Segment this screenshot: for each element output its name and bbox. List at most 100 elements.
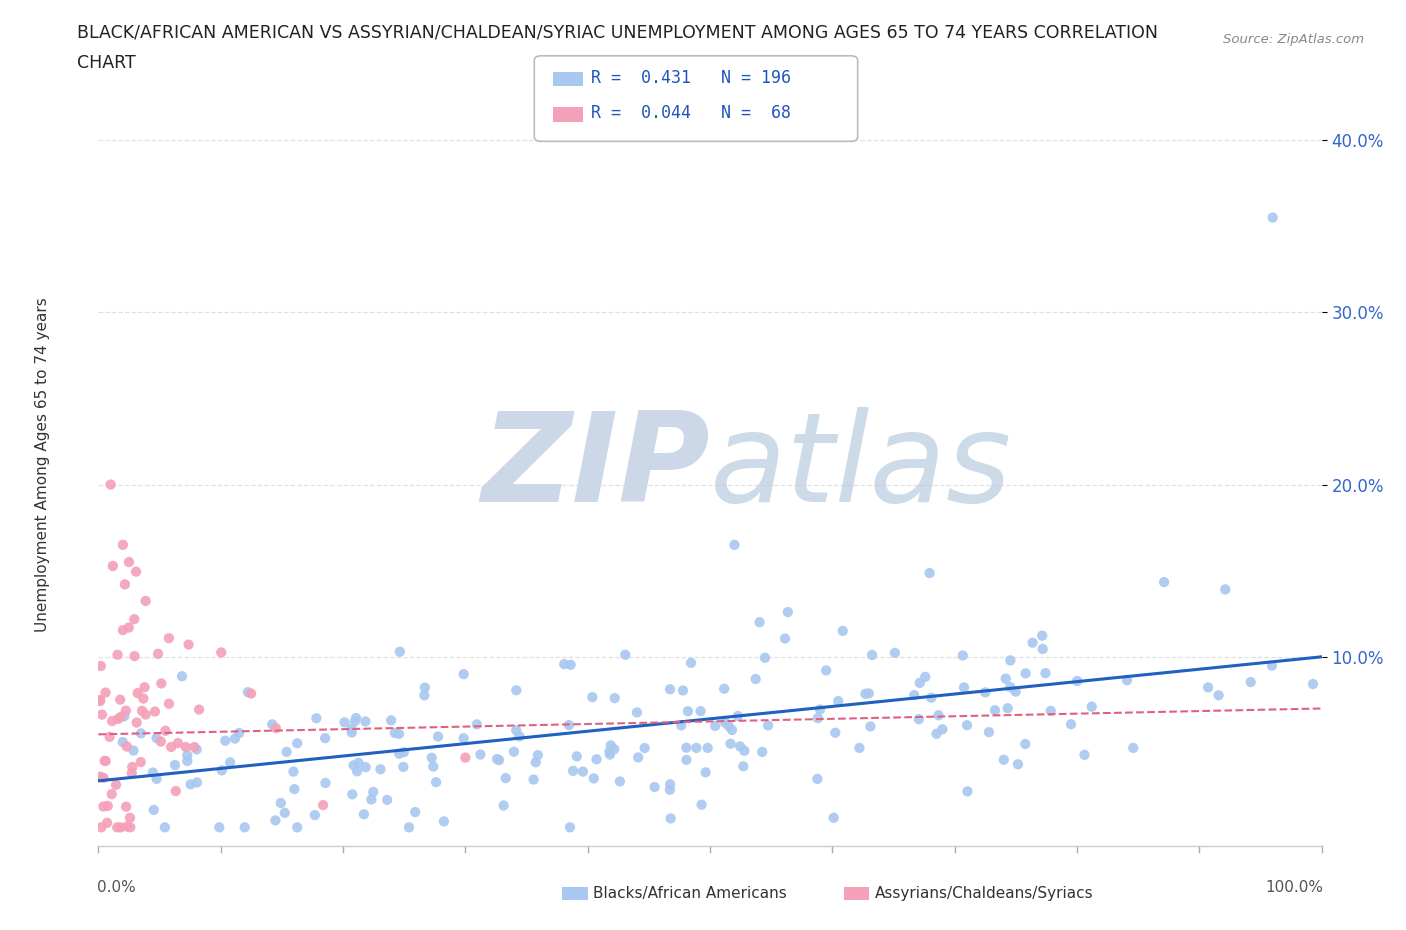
Point (314, 776, 336, 790)
Point (465, 717, 488, 732)
Text: BLACK/AFRICAN AMERICAN VS ASSYRIAN/CHALDEAN/SYRIAC UNEMPLOYMENT AMONG AGES 65 TO: BLACK/AFRICAN AMERICAN VS ASSYRIAN/CHALD… (77, 23, 1159, 41)
Point (908, 675, 931, 690)
Point (111, 623, 134, 638)
Point (1032, 642, 1054, 657)
Point (129, 754, 152, 769)
Point (1039, 703, 1062, 718)
Point (527, 748, 550, 763)
Point (186, 775, 208, 790)
Point (553, 657, 575, 671)
Point (94, 685, 117, 700)
Point (1302, 677, 1324, 692)
Point (264, 721, 287, 736)
Point (704, 719, 727, 734)
Point (1197, 680, 1219, 695)
Point (115, 703, 138, 718)
Text: Unemployment Among Ages 65 to 74 years: Unemployment Among Ages 65 to 74 years (35, 298, 49, 632)
Point (581, 690, 603, 705)
Point (304, 807, 326, 822)
Point (977, 724, 1000, 739)
Point (115, 739, 138, 754)
Point (98, 729, 121, 744)
Point (831, 623, 853, 638)
Point (333, 715, 356, 730)
Point (827, 694, 849, 709)
Point (956, 784, 979, 799)
Point (219, 755, 242, 770)
Point (422, 759, 444, 774)
Point (1240, 674, 1263, 689)
Point (93, 753, 115, 768)
Point (675, 752, 697, 767)
Point (100, 477, 122, 492)
Point (142, 765, 165, 780)
Point (505, 723, 527, 737)
Point (1080, 699, 1102, 714)
Point (262, 717, 284, 732)
Point (283, 764, 305, 779)
Point (346, 764, 368, 778)
Point (165, 784, 187, 799)
Point (994, 671, 1017, 686)
Point (131, 703, 153, 718)
Point (228, 725, 250, 740)
Point (111, 735, 134, 750)
Point (93, 799, 115, 814)
Point (728, 739, 751, 754)
Point (689, 704, 711, 719)
Text: 100.0%: 100.0% (1265, 881, 1323, 896)
Point (453, 731, 475, 746)
Point (146, 646, 169, 661)
Text: Source: ZipAtlas.com: Source: ZipAtlas.com (1223, 33, 1364, 46)
Point (388, 644, 411, 659)
Point (118, 554, 141, 569)
Point (110, 710, 132, 724)
Point (312, 798, 335, 813)
Point (672, 683, 695, 698)
Point (658, 782, 681, 797)
Point (97, 799, 120, 814)
Point (721, 723, 744, 737)
Point (129, 726, 152, 741)
Point (264, 813, 287, 828)
Point (347, 755, 370, 770)
Point (157, 697, 180, 711)
Point (120, 820, 142, 835)
Point (354, 760, 377, 775)
Point (270, 795, 292, 810)
Point (858, 686, 880, 701)
Point (572, 764, 595, 779)
Point (413, 688, 436, 703)
Point (233, 820, 256, 835)
Point (603, 742, 626, 757)
Point (748, 615, 770, 630)
Point (392, 745, 415, 760)
Point (993, 752, 1015, 767)
Point (918, 565, 941, 580)
Point (361, 785, 384, 800)
Point (659, 682, 682, 697)
Point (503, 744, 526, 759)
Point (824, 725, 846, 740)
Point (420, 751, 443, 765)
Point (340, 722, 363, 737)
Point (723, 538, 745, 552)
Point (815, 663, 838, 678)
Point (125, 565, 148, 579)
Point (343, 713, 366, 728)
Point (714, 715, 737, 730)
Point (176, 753, 198, 768)
Point (1261, 210, 1284, 225)
Point (342, 787, 364, 802)
Point (114, 577, 136, 591)
Point (997, 701, 1019, 716)
Point (427, 729, 450, 744)
Point (305, 711, 328, 725)
Point (931, 722, 953, 737)
Point (121, 760, 143, 775)
Point (859, 719, 882, 734)
Point (124, 649, 146, 664)
Point (807, 711, 830, 725)
Point (603, 691, 626, 706)
Point (398, 820, 420, 835)
